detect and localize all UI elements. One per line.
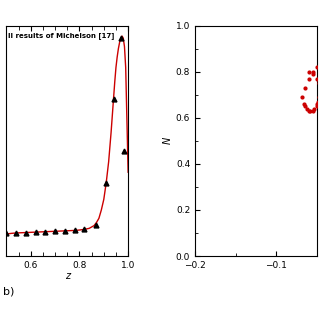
Text: b): b) xyxy=(3,286,15,296)
X-axis label: z: z xyxy=(65,271,70,281)
Text: ll results of Michelson [17]: ll results of Michelson [17] xyxy=(8,33,114,39)
Y-axis label: N: N xyxy=(163,137,173,144)
